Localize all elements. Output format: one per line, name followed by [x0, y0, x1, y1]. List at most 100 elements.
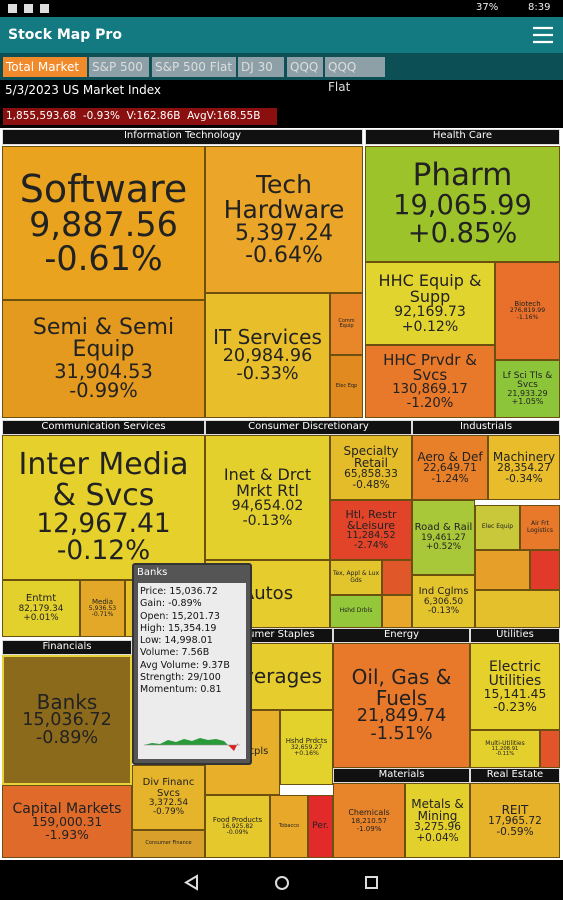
sector-header: Financials — [2, 640, 132, 655]
tooltip-row: High: 15,354.19 — [140, 622, 217, 634]
treemap-cell[interactable]: Ind Cglms 6,306.50 -0.13% — [412, 575, 475, 628]
cell-label: Ind Cglms — [418, 586, 469, 598]
treemap-cell[interactable] — [382, 560, 412, 595]
nav-buttons[interactable] — [0, 860, 563, 900]
cell-value: 65,858.33 — [344, 467, 398, 480]
treemap-cell[interactable] — [530, 550, 560, 590]
cell-label: Lf Sci Tls & Svcs — [502, 370, 553, 390]
cell-value: 9,887.56 — [29, 205, 178, 245]
treemap-cell[interactable]: HHC Prvdr & Svcs 130,869.17 -1.20% — [365, 345, 495, 418]
cell-label: Metals & Mining — [411, 796, 464, 823]
tooltip-row: Price: 15,036.72 — [140, 586, 218, 597]
treemap-cell[interactable]: Div Financ Svcs 3,372.54 -0.79% — [132, 765, 205, 830]
nav-bar — [0, 860, 563, 900]
cell-value: 19,065.99 — [393, 189, 532, 221]
tab[interactable]: Total Market — [3, 57, 87, 77]
treemap-cell[interactable] — [540, 730, 560, 768]
cell-label: Air Frt Logistics — [527, 520, 553, 534]
tab[interactable]: S&P 500 Flat — [152, 57, 236, 77]
cell-change: -1.16% — [516, 313, 539, 321]
treemap-cell[interactable]: Hshd Prdcts 32,659.27 +0.16% — [280, 710, 333, 785]
treemap-cell[interactable]: Entmt 82,179.34 +0.01% — [2, 580, 80, 637]
tooltip-row: Gain: -0.89% — [140, 598, 202, 610]
tab[interactable]: DJ 30 — [238, 57, 284, 77]
tooltip-row: Volume: 7.56B — [140, 647, 210, 659]
treemap-cell[interactable]: Elec Equip — [475, 505, 520, 550]
sector-header: Consumer Discretionary — [205, 420, 412, 435]
cell-label: IT Services — [213, 325, 322, 350]
treemap-cell[interactable]: Comm Equip — [330, 293, 363, 355]
treemap-cell[interactable]: Multi-Utilities 11,208.91 -0.11% — [470, 730, 540, 768]
tab[interactable]: QQQ Flat — [325, 57, 385, 94]
cell-change: +0.52% — [425, 541, 462, 552]
cell-value: 15,141.45 — [483, 687, 547, 702]
status-icon — [24, 4, 33, 13]
menu-button[interactable] — [532, 26, 554, 44]
cell-change: +1.05% — [511, 397, 544, 407]
treemap-cell[interactable] — [475, 590, 560, 628]
cell-label: Specialty Retail — [343, 443, 399, 470]
index-avg-volume: AvgV:168.55B — [187, 110, 261, 122]
cell-value: 6,306.50 — [423, 596, 464, 607]
treemap-cell[interactable]: Biotech 276,819.99 -1.16% — [495, 262, 560, 360]
treemap-cell[interactable]: Machinery 28,354.27 -0.34% — [488, 435, 560, 500]
cell-value: 21,849.74 — [356, 705, 447, 726]
treemap-cell[interactable]: Oil, Gas & Fuels 21,849.74 -1.51% — [333, 643, 470, 768]
treemap-cell[interactable]: Tex, Appl & Lux Gds — [330, 560, 382, 595]
treemap-cell[interactable]: Hshd Drbls — [330, 595, 382, 628]
treemap-cell[interactable]: REIT 17,965.72 -0.59% — [470, 783, 560, 858]
treemap-cell[interactable]: Pharm 19,065.99 +0.85% — [365, 146, 560, 262]
cell-value: 159,000.31 — [31, 815, 103, 830]
cell-value: 32,659.27 — [290, 743, 323, 751]
treemap-cell[interactable]: Chemicals 18,210.57 -1.09% — [333, 783, 405, 858]
treemap-cell[interactable]: IT Services 20,984.96 -0.33% — [205, 293, 330, 418]
treemap-cell[interactable]: HHC Equip & Supp 92,169.73 +0.12% — [365, 262, 495, 345]
treemap-cell[interactable]: Road & Rail 19,461.27 +0.52% — [412, 500, 475, 575]
cell-value: 19,461.27 — [421, 532, 466, 543]
treemap-cell[interactable]: Inter Media & Svcs 12,967.41 -0.12% — [2, 435, 205, 580]
treemap-cell[interactable]: Lf Sci Tls & Svcs 21,933.29 +1.05% — [495, 360, 560, 418]
status-icon — [8, 4, 17, 13]
cell-label: Road & Rail — [414, 522, 473, 534]
treemap-cell[interactable] — [475, 550, 530, 590]
cell-change: -0.64% — [245, 243, 323, 268]
treemap-cell[interactable]: Capital Markets 159,000.31 -1.93% — [2, 785, 132, 858]
cell-label: Hshd Prdcts — [285, 736, 328, 745]
cell-change: -1.93% — [45, 827, 89, 842]
treemap-cell[interactable]: Specialty Retail 65,858.33 -0.48% — [330, 435, 412, 500]
cell-value: 18,210.57 — [351, 816, 387, 826]
sector-header: Industrials — [412, 420, 560, 435]
index-title: 5/3/2023 US Market Index — [5, 83, 162, 97]
treemap-cell[interactable]: Media 5,936.53 -0.71% — [80, 580, 125, 637]
treemap-cell[interactable]: Tech Hardware 5,397.24 -0.64% — [205, 146, 363, 293]
cell-label: Media — [91, 597, 114, 606]
tab[interactable]: S&P 500 — [89, 57, 149, 77]
cell-label: Oil, Gas & Fuels — [351, 665, 452, 710]
treemap-cell[interactable]: Consumer Finance — [132, 830, 205, 858]
treemap-cell[interactable]: Inet & Drct Mrkt Rtl 94,654.02 -0.13% — [205, 435, 330, 560]
treemap-cell[interactable]: Elec Eqp — [330, 355, 363, 418]
cell-label: Tech Hardware — [223, 169, 345, 225]
tab[interactable]: QQQ — [287, 57, 323, 77]
cell-value: 21,933.29 — [507, 389, 548, 399]
treemap-cell[interactable] — [382, 595, 412, 628]
treemap-cell[interactable]: Banks 15,036.72 -0.89% — [2, 655, 132, 785]
treemap-cell[interactable]: Tobacco — [270, 795, 308, 858]
cell-value: 5,936.53 — [88, 604, 117, 612]
cell-change: -0.99% — [69, 379, 138, 403]
treemap-cell[interactable]: Software 9,887.56 -0.61% — [2, 146, 205, 300]
treemap-cell[interactable]: Electric Utilities 15,141.45 -0.23% — [470, 643, 560, 730]
cell-label: HHC Prvdr & Svcs — [383, 350, 477, 385]
cell-change: -0.61% — [44, 239, 163, 279]
treemap-cell[interactable]: Aero & Def 22,649.71 -1.24% — [412, 435, 488, 500]
treemap-cell[interactable]: Semi & Semi Equip 31,904.53 -0.99% — [2, 300, 205, 418]
treemap-cell[interactable]: Htl, Restr &Leisure 11,284.52 -2.74% — [330, 500, 412, 560]
cell-change: -0.13% — [242, 512, 293, 529]
treemap-cell[interactable]: Air Frt Logistics — [520, 505, 560, 550]
cell-change: -0.48% — [352, 478, 390, 491]
cell-label: Inet & Drct Mrkt Rtl — [223, 464, 312, 501]
treemap-cell[interactable]: Per. — [308, 795, 333, 858]
treemap-cell[interactable]: Metals & Mining 3,275.96 +0.04% — [405, 783, 470, 858]
treemap-cell[interactable]: Food Products 16,925.82 -0.09% — [205, 795, 270, 858]
